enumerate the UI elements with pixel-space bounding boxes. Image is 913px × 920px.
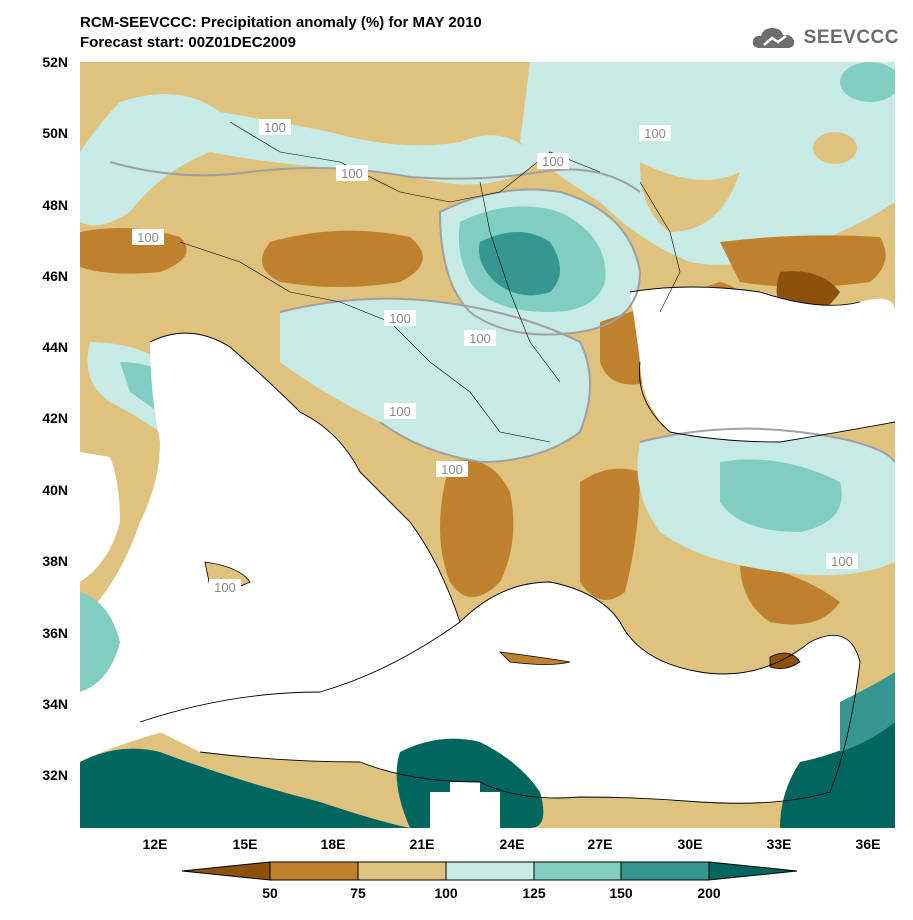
lat-label: 40N	[42, 482, 68, 498]
colorbar-segment	[357, 861, 447, 881]
seevccc-logo: SEEVCCC	[750, 24, 899, 52]
colorbar-left-arrow	[181, 861, 271, 881]
logo-text: SEEVCCC	[803, 27, 899, 48]
lon-label: 21E	[409, 836, 435, 852]
lon-label: 12E	[142, 836, 168, 852]
colorbar-tick-label: 50	[262, 885, 278, 901]
colorbar-segment	[445, 861, 535, 881]
lat-label: 46N	[42, 268, 68, 284]
lon-label: 30E	[677, 836, 703, 852]
cloud-icon	[752, 28, 794, 48]
lon-label: 27E	[587, 836, 613, 852]
colorbar-tick-label: 150	[609, 885, 633, 901]
colorbar-tick-label: 200	[697, 885, 721, 901]
lon-label: 18E	[320, 836, 346, 852]
lat-label: 38N	[42, 553, 68, 569]
lat-label: 52N	[42, 54, 68, 70]
lon-label: 33E	[766, 836, 792, 852]
lat-label: 42N	[42, 410, 68, 426]
lat-label: 34N	[42, 696, 68, 712]
lon-label: 36E	[855, 836, 881, 852]
forecast-start-label: Forecast start: 00Z01DEC2009	[80, 34, 296, 51]
lon-label: 15E	[232, 836, 258, 852]
lat-label: 32N	[42, 767, 68, 783]
colorbar-tick-label: 75	[350, 885, 366, 901]
colorbar-segment	[269, 861, 359, 881]
map-title: RCM-SEEVCCC: Precipitation anomaly (%) f…	[80, 14, 482, 31]
lon-label: 24E	[499, 836, 525, 852]
lat-label: 44N	[42, 339, 68, 355]
colorbar-segment	[620, 861, 710, 881]
colorbar-tick-label: 100	[434, 885, 458, 901]
lat-label: 36N	[42, 625, 68, 641]
precipitation-anomaly-map: 100 100 100 100 100 100 100 100 100 100 100	[80, 62, 895, 828]
colorbar-tick-label: 125	[522, 885, 546, 901]
colorbar-right-arrow	[708, 861, 798, 881]
lat-label: 50N	[42, 125, 68, 141]
map-field	[80, 62, 895, 828]
colorbar-segment	[533, 861, 622, 881]
lat-label: 48N	[42, 197, 68, 213]
